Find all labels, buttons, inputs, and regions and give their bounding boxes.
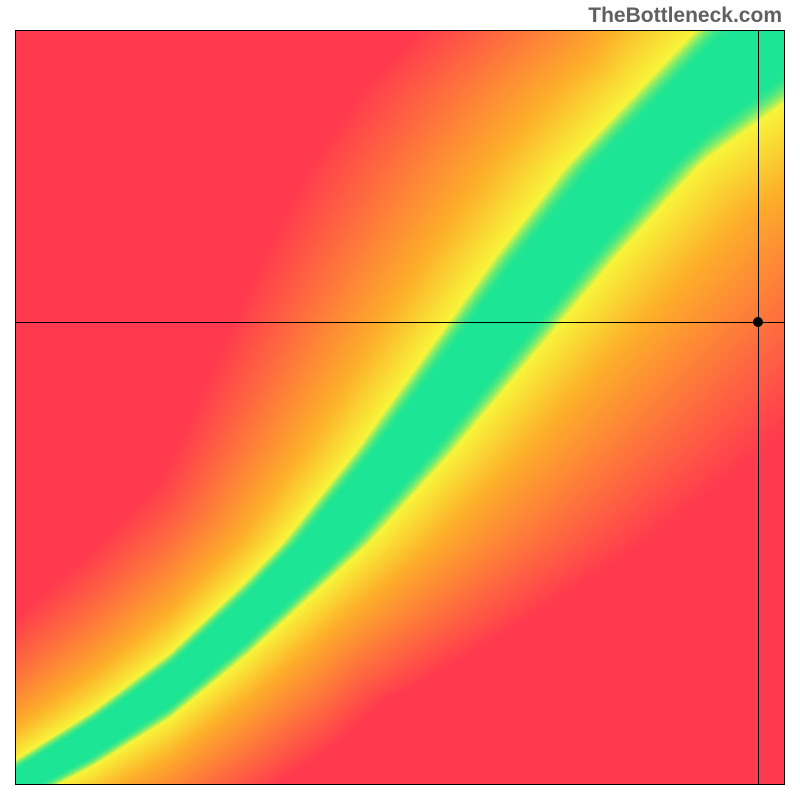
heatmap-canvas — [16, 31, 784, 784]
crosshair-marker-dot — [753, 317, 763, 327]
watermark-text: TheBottleneck.com — [588, 4, 782, 28]
crosshair-vertical-line — [758, 31, 759, 784]
crosshair-horizontal-line — [16, 322, 784, 323]
bottleneck-heatmap-chart — [15, 30, 785, 785]
